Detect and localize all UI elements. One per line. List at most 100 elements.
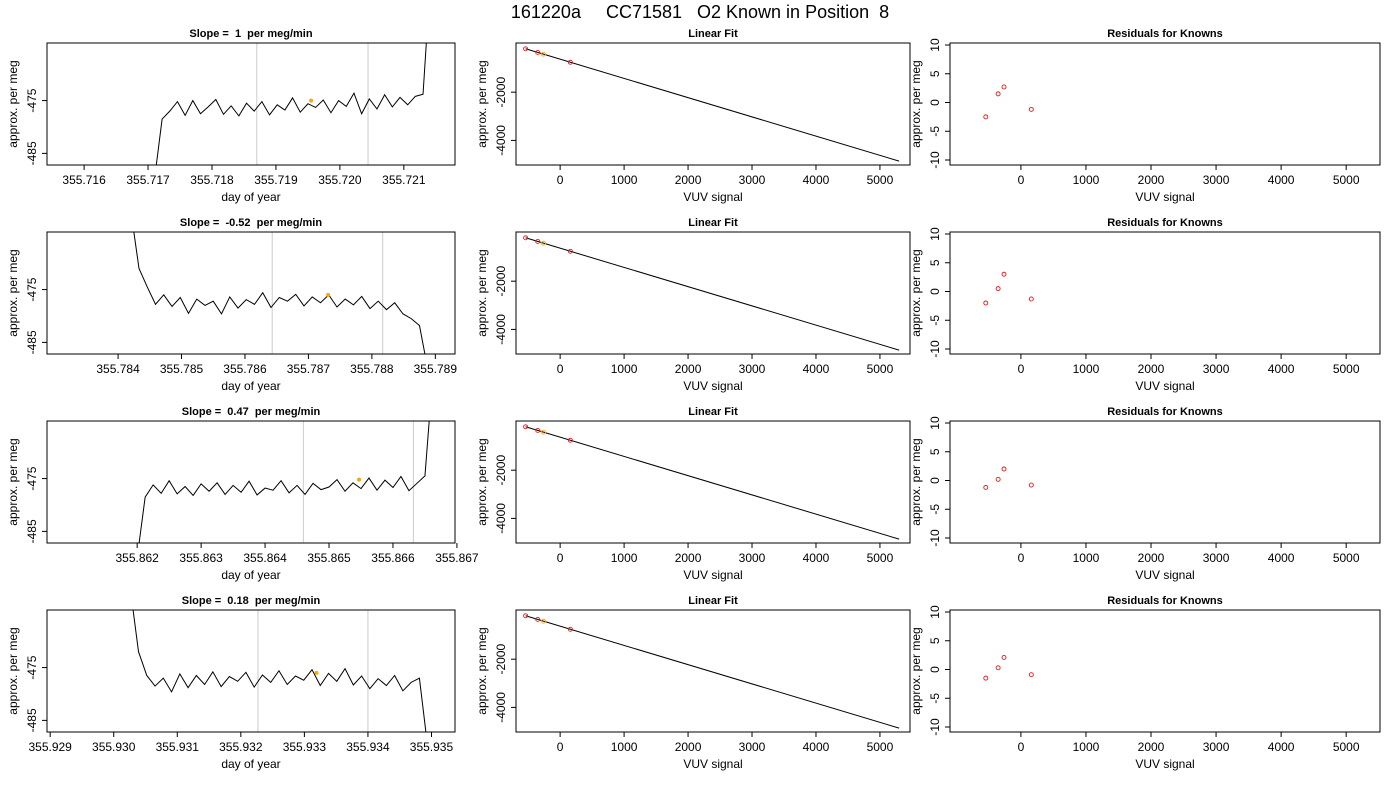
plot-area [138, 421, 430, 543]
plot-frame [46, 231, 456, 355]
plot-area [983, 84, 1034, 120]
y-axis-label: approx. per meg [475, 60, 489, 147]
x-tick-label: 355.935 [410, 740, 454, 754]
data-point [567, 437, 573, 443]
data-line [132, 610, 427, 732]
x-axis-label: day of year [221, 190, 280, 204]
x-tick-label: 355.784 [96, 362, 140, 376]
data-point [541, 240, 546, 246]
x-tick-label: 3000 [1203, 551, 1230, 565]
y-axis-label: approx. per meg [475, 249, 489, 336]
plot-frame [515, 609, 911, 733]
y-tick-label: -475 [25, 466, 39, 490]
x-tick-label: 355.717 [126, 173, 170, 187]
x-tick-label: 355.789 [414, 362, 458, 376]
x-tick-label: 2000 [1138, 173, 1165, 187]
y-tick-label: -10 [928, 529, 942, 547]
x-tick-label: 0 [557, 740, 564, 754]
y-tick-label: -5 [928, 315, 942, 326]
data-point [1001, 84, 1007, 90]
y-tick-label: -475 [25, 277, 39, 301]
data-point [1028, 296, 1034, 302]
plot-frame [515, 231, 911, 355]
x-tick-label: 355.864 [243, 551, 287, 565]
x-tick-label: 355.720 [318, 173, 362, 187]
x-tick-label: 2000 [675, 740, 702, 754]
x-axis-label: VUV signal [683, 757, 742, 771]
panel-title: Linear Fit [688, 595, 738, 607]
y-tick-label: -5 [928, 126, 942, 137]
panel: Slope = 1 per meg/min day of year approx. … [6, 28, 456, 204]
plot-area [523, 235, 900, 351]
y-tick-label: 0 [928, 288, 942, 295]
data-point [995, 665, 1001, 671]
x-tick-label: 0 [1018, 551, 1025, 565]
highlight-point [314, 670, 319, 675]
x-tick-label: 355.865 [307, 551, 351, 565]
x-axis-label: day of year [221, 379, 280, 393]
x-tick-label: 3000 [739, 173, 766, 187]
x-tick-label: 0 [1018, 173, 1025, 187]
x-axis-label: day of year [221, 757, 280, 771]
plot-area [523, 46, 900, 162]
y-tick-label: -4000 [494, 692, 508, 723]
x-tick-label: 355.930 [92, 740, 136, 754]
panel: Linear Fit VUV signal approx. per meg 0 1000… [475, 595, 911, 771]
x-tick-label: 0 [1018, 362, 1025, 376]
data-point [523, 613, 529, 619]
plot-area [523, 613, 900, 729]
x-tick-label: 3000 [739, 740, 766, 754]
x-tick-label: 355.785 [160, 362, 204, 376]
y-axis-label: approx. per meg [475, 627, 489, 714]
panel: Linear Fit VUV signal approx. per meg 0 1000… [475, 217, 911, 393]
x-tick-label: 1000 [611, 740, 638, 754]
panel-title: Residuals for Knowns [1107, 595, 1223, 607]
y-axis-label: approx. per meg [6, 438, 20, 525]
y-tick-label: -10 [928, 340, 942, 358]
x-tick-label: 355.867 [435, 551, 479, 565]
x-axis-label: VUV signal [1135, 379, 1194, 393]
x-tick-label: 0 [1018, 740, 1025, 754]
data-point [1028, 672, 1034, 678]
x-tick-label: 4000 [1268, 362, 1295, 376]
y-tick-label: -485 [25, 330, 39, 354]
x-tick-label: 2000 [1138, 362, 1165, 376]
data-point [983, 300, 989, 306]
data-point [535, 50, 541, 55]
data-point [1028, 482, 1034, 488]
panel-title: Linear Fit [688, 28, 738, 40]
plot-area [523, 424, 900, 540]
x-tick-label: 0 [557, 551, 564, 565]
plot-frame [949, 231, 1381, 355]
x-axis-label: VUV signal [1135, 757, 1194, 771]
x-tick-label: 355.863 [179, 551, 223, 565]
x-tick-label: 355.862 [115, 551, 159, 565]
x-tick-label: 1000 [1073, 551, 1100, 565]
panel-title: Slope = 0.47 per meg/min [182, 406, 321, 418]
x-tick-label: 5000 [1333, 173, 1360, 187]
x-tick-label: 355.931 [156, 740, 200, 754]
plot-frame [949, 609, 1381, 733]
plot-frame [46, 420, 456, 544]
x-tick-label: 355.786 [223, 362, 267, 376]
y-tick-label: -2000 [494, 644, 508, 675]
y-axis-label: approx. per meg [909, 60, 923, 147]
data-point [1001, 654, 1007, 660]
plot-frame [46, 42, 456, 166]
x-tick-label: 4000 [1268, 740, 1295, 754]
data-point [535, 239, 541, 244]
panel-title: Linear Fit [688, 406, 738, 418]
data-point [541, 51, 546, 57]
y-tick-label: -5 [928, 693, 942, 704]
data-point [567, 59, 573, 65]
x-tick-label: 355.787 [287, 362, 331, 376]
data-point [995, 476, 1001, 482]
x-tick-label: 3000 [1203, 173, 1230, 187]
y-tick-label: -4000 [494, 125, 508, 156]
x-tick-label: 355.929 [28, 740, 72, 754]
y-axis-label: approx. per meg [6, 249, 20, 336]
y-tick-label: -4000 [494, 314, 508, 345]
x-tick-label: 5000 [1333, 551, 1360, 565]
y-tick-label: -5 [928, 504, 942, 515]
y-tick-label: -485 [25, 141, 39, 165]
